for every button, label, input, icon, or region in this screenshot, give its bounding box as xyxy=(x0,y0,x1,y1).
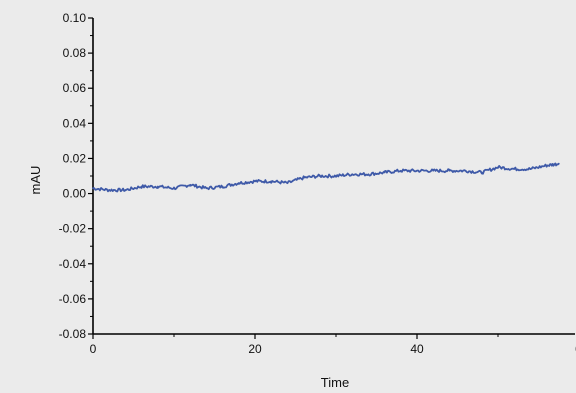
y-axis-title: mAU xyxy=(28,166,43,195)
y-tick-label: -0.04 xyxy=(59,257,87,271)
y-tick-label: -0.06 xyxy=(59,292,87,306)
data-point xyxy=(383,171,386,174)
data-point xyxy=(497,166,499,169)
y-tick-label: 0.00 xyxy=(63,187,87,201)
data-point xyxy=(529,168,532,170)
data-point xyxy=(399,169,402,172)
data-point xyxy=(448,169,451,172)
data-point xyxy=(254,180,256,183)
data-point xyxy=(140,185,143,188)
data-point xyxy=(270,180,273,183)
data-point xyxy=(205,187,208,190)
data-point xyxy=(557,162,560,165)
data-point xyxy=(318,175,321,177)
data-point xyxy=(545,164,548,167)
data-point xyxy=(108,189,111,191)
y-tick-label: -0.02 xyxy=(59,222,87,236)
y-tick-label: 0.04 xyxy=(63,116,87,130)
x-tick-label: 0 xyxy=(90,342,97,356)
y-tick-label: 0.02 xyxy=(63,151,87,165)
data-point xyxy=(124,189,127,191)
y-axis-ticks: 0.10 0.08 0.06 0.04 0.02 0.00 -0.02 -0.04 -0.06 -… xyxy=(59,11,93,341)
data-point xyxy=(92,187,94,190)
data-point xyxy=(173,187,175,190)
y-tick-label: 0.08 xyxy=(63,46,87,60)
data-point xyxy=(302,176,305,179)
y-tick-label: 0.10 xyxy=(63,11,87,25)
x-axis-title: Time xyxy=(321,375,349,390)
y-tick-label: -0.08 xyxy=(59,327,87,341)
x-tick-label: 20 xyxy=(248,342,262,356)
data-point xyxy=(351,173,354,176)
data-point xyxy=(513,168,516,170)
data-point xyxy=(237,182,240,184)
data-point xyxy=(286,182,289,184)
data-point xyxy=(464,169,467,172)
data-point xyxy=(189,183,192,186)
data-point xyxy=(432,169,435,172)
data-point xyxy=(335,175,337,177)
data-point xyxy=(221,185,224,188)
data-point xyxy=(367,173,370,176)
series-line xyxy=(92,162,560,193)
y-tick-label: 0.06 xyxy=(63,81,87,95)
series-group xyxy=(92,162,560,193)
x-tick-label: 40 xyxy=(410,342,424,356)
data-point xyxy=(156,185,159,188)
data-point xyxy=(416,169,418,172)
data-point xyxy=(480,171,483,174)
